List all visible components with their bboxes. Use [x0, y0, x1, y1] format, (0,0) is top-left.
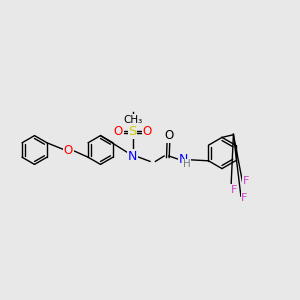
Text: S: S	[128, 125, 137, 139]
Text: N: N	[128, 149, 137, 163]
Text: F: F	[241, 193, 248, 203]
Text: F: F	[231, 184, 237, 195]
Text: N: N	[178, 153, 188, 166]
Text: O: O	[142, 125, 152, 139]
Text: H: H	[183, 159, 191, 169]
Text: —: —	[128, 110, 137, 121]
Text: CH₃: CH₃	[123, 115, 142, 125]
Text: O: O	[164, 129, 173, 142]
Text: O: O	[64, 143, 73, 157]
Text: F: F	[243, 176, 249, 187]
Text: O: O	[114, 125, 123, 139]
